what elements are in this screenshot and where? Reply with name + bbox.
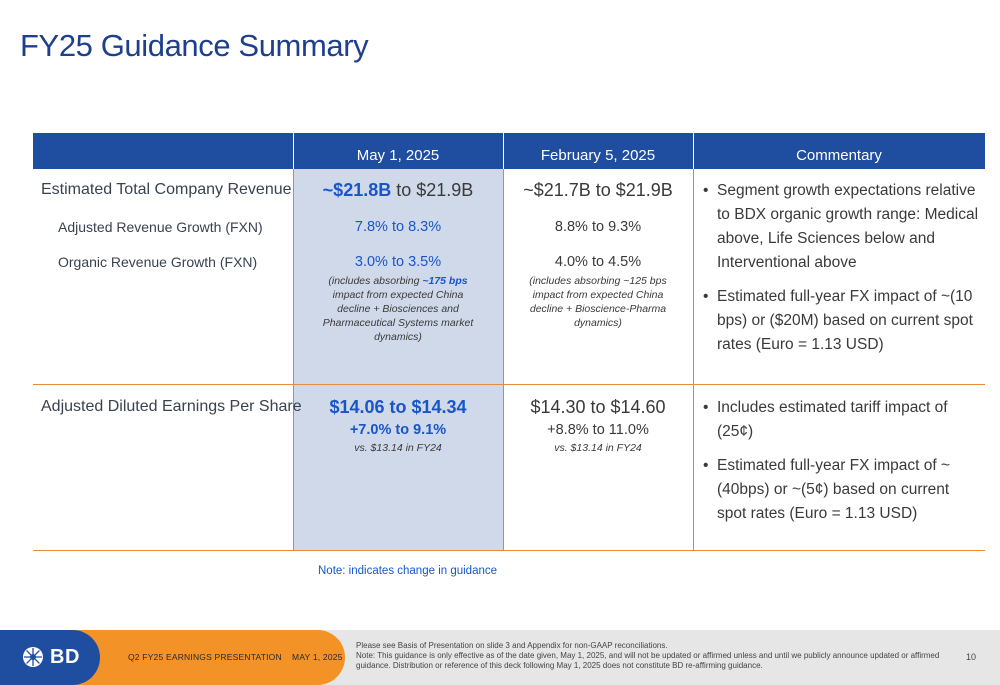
table-header: May 1, 2025 February 5, 2025 Commentary (33, 133, 985, 169)
eps-commentary: Includes estimated tariff impact of (25¢… (703, 396, 973, 536)
bd-starburst-icon (23, 647, 43, 667)
changed-bps: ~175 bps (422, 275, 468, 287)
commentary-bullet: Segment growth expectations relative to … (703, 179, 983, 275)
page-title: FY25 Guidance Summary (20, 28, 369, 63)
header-feb: February 5, 2025 (540, 147, 656, 164)
note-text: impact from expected China decline + Bio… (322, 289, 474, 343)
may-revenue: ~$21.8B to $21.9B (293, 180, 503, 201)
header-divider (693, 133, 694, 169)
row-label-adj-growth: Adjusted Revenue Growth (FXN) (58, 219, 263, 235)
bd-logo: BD (22, 646, 82, 670)
header-divider (503, 133, 504, 169)
row-label-revenue: Estimated Total Company Revenue (41, 181, 292, 198)
disclaimer: Please see Basis of Presentation on slid… (356, 641, 946, 671)
header-may: May 1, 2025 (356, 147, 440, 164)
feb-adj-growth: 8.8% to 9.3% (554, 219, 642, 235)
row-divider (33, 384, 985, 385)
row-label-eps: Adjusted Diluted Earnings Per Share (41, 398, 302, 415)
commentary-bullet: Estimated full-year FX impact of ~(40bps… (703, 454, 973, 526)
table-bottom-rule (33, 550, 985, 551)
logo-text: BD (50, 646, 80, 668)
may-revenue-low: ~$21.8B (322, 180, 392, 200)
commentary-bullet: Includes estimated tariff impact of (25¢… (703, 396, 973, 444)
guidance-table: May 1, 2025 February 5, 2025 Commentary … (33, 133, 985, 551)
feb-eps-vs: vs. $13.14 in FY24 (554, 442, 642, 454)
disclaimer-line: Please see Basis of Presentation on slid… (356, 641, 668, 650)
may-organic-note: (includes absorbing ~175 bps impact from… (315, 274, 481, 344)
feb-revenue: ~$21.7B to $21.9B (523, 180, 673, 200)
column-divider (693, 169, 694, 551)
change-note: Note: indicates change in guidance (318, 565, 498, 577)
header-commentary: Commentary (796, 147, 882, 164)
header-divider (293, 133, 294, 169)
row-label-organic-growth: Organic Revenue Growth (FXN) (58, 254, 258, 270)
may-eps-range: $14.06 to $14.34 (329, 397, 467, 417)
may-eps-growth: +7.0% to 9.1% (349, 422, 447, 438)
feb-eps-growth: +8.8% to 11.0% (547, 422, 649, 438)
may-organic-growth: 3.0% to 3.5% (354, 254, 442, 270)
may-adj-growth: 7.8% to 8.3% (354, 219, 442, 235)
page-number: 10 (966, 652, 977, 662)
feb-eps-range: $14.30 to $14.60 (530, 397, 666, 417)
feb-organic-note: (includes absorbing ~125 bps impact from… (529, 275, 667, 329)
column-divider (293, 169, 294, 551)
revenue-commentary: Segment growth expectations relative to … (703, 179, 983, 367)
may-revenue-high: to $21.9B (391, 180, 474, 200)
disclaimer-line: Note: This guidance is only effective as… (356, 651, 940, 670)
feb-organic-growth: 4.0% to 4.5% (554, 254, 642, 270)
commentary-bullet: Estimated full-year FX impact of ~(10 bp… (703, 285, 983, 357)
current-guidance-highlight (293, 169, 503, 551)
note-text: (includes absorbing (328, 275, 423, 287)
footer-blue-band: BD (0, 630, 100, 685)
presentation-label: Q2 FY25 EARNINGS PRESENTATION MAY 1, 202… (128, 652, 343, 662)
column-divider (503, 169, 504, 551)
footer: BD Q2 FY25 EARNINGS PRESENTATION MAY 1, … (0, 630, 1000, 685)
may-eps-vs: vs. $13.14 in FY24 (354, 442, 442, 454)
